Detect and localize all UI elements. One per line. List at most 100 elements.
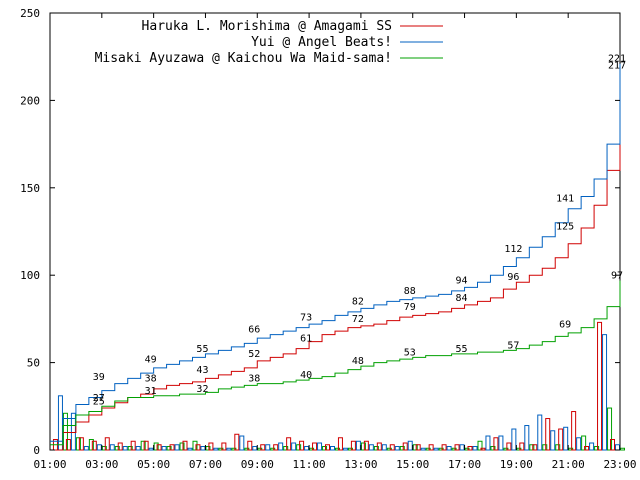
plot-frame (49, 12, 621, 451)
bar-red (428, 444, 434, 451)
bar-red (143, 440, 149, 451)
bar-blue (317, 442, 323, 451)
bar-green (244, 447, 250, 451)
legend-label: Yui @ Angel Beats! (251, 35, 392, 50)
bar-green (438, 447, 444, 451)
bar-red (610, 439, 615, 451)
data-label: 69 (559, 319, 571, 330)
y-tick-label: 50 (27, 357, 40, 370)
bar-red (467, 446, 473, 451)
bar-red (91, 440, 97, 451)
bar-red (532, 444, 538, 451)
bar-blue (96, 444, 102, 451)
data-label: 52 (248, 349, 260, 360)
data-label: 49 (145, 354, 157, 365)
data-label: 40 (300, 370, 312, 381)
x-tick-label: 03:00 (85, 458, 118, 471)
bar-blue (511, 428, 517, 451)
bar-blue (589, 442, 595, 451)
bar-blue (304, 446, 310, 451)
bar-red (506, 442, 512, 451)
data-label: 55 (196, 344, 208, 355)
bar-green (594, 446, 600, 451)
data-label: 66 (248, 325, 260, 336)
labels-layer: 27 38 43 52 61 72 79 84 96 125 217 39 49 55 66 73 82 88 94… (93, 54, 626, 408)
series-line-1 (50, 63, 621, 442)
bar-red (104, 437, 110, 451)
bar-green (218, 447, 224, 451)
bar-red (597, 321, 603, 451)
x-tick-label: 15:00 (396, 458, 429, 471)
x-tick-label: 07:00 (189, 458, 222, 471)
bar-green (399, 446, 405, 451)
bar-green (322, 446, 328, 451)
data-label: 94 (456, 276, 468, 287)
bar-red (208, 442, 214, 451)
bar-blue (433, 447, 439, 451)
data-label: 39 (93, 372, 105, 383)
bar-blue (187, 447, 193, 451)
bar-green (607, 407, 613, 451)
bar-blue (381, 444, 387, 451)
bar-green (140, 440, 146, 451)
bar-red (558, 428, 564, 451)
bar-blue (550, 430, 556, 451)
x-tick-label: 21:00 (552, 458, 585, 471)
bar-blue (537, 414, 543, 451)
x-tick-label: 09:00 (241, 458, 274, 471)
data-label: 38 (248, 374, 260, 385)
bar-green (347, 447, 353, 451)
bar-blue (200, 446, 206, 451)
bar-blue (459, 444, 465, 451)
x-tick-label: 23:00 (603, 458, 636, 471)
data-label: 27 (93, 393, 105, 404)
bar-green (88, 439, 94, 451)
data-label: 55 (456, 344, 468, 355)
bar-blue (407, 440, 413, 451)
bar-red (312, 442, 318, 451)
bar-green (425, 447, 431, 451)
bar-red (402, 442, 408, 451)
bar-blue (278, 442, 284, 451)
bar-green (166, 446, 172, 451)
bar-blue (226, 447, 232, 451)
bar-blue (498, 435, 504, 451)
bar-green (179, 442, 185, 451)
bar-blue (342, 447, 348, 451)
bar-red (454, 444, 460, 451)
bar-red (169, 444, 175, 451)
bar-red (117, 442, 123, 451)
y-tick-label: 100 (20, 269, 40, 282)
bar-green (114, 446, 120, 451)
bar-green (503, 447, 509, 451)
bar-blue (57, 395, 63, 451)
data-label: 31 (145, 386, 157, 397)
bar-green (477, 440, 483, 451)
y-tick-label: 150 (20, 182, 40, 195)
bar-green (373, 446, 379, 451)
data-label: 73 (300, 312, 312, 323)
bar-green (581, 435, 587, 451)
bar-red (584, 446, 590, 451)
bar-blue (83, 446, 89, 451)
data-label: 221 (608, 54, 626, 65)
bar-green (283, 446, 289, 451)
legend-label: Haruka L. Morishima @ Amagami SS (142, 19, 392, 34)
y-tick-label: 250 (20, 7, 40, 20)
bar-red (260, 444, 266, 451)
bar-red (156, 444, 162, 451)
data-label: 32 (196, 384, 208, 395)
bar-blue (355, 440, 361, 451)
data-label: 125 (556, 222, 574, 233)
bar-blue (420, 447, 426, 451)
bar-red (389, 444, 395, 451)
bar-blue (563, 426, 569, 451)
bar-blue (239, 435, 245, 451)
y-tick-label: 200 (20, 94, 40, 107)
bar-red (376, 442, 382, 451)
bar-green (386, 447, 392, 451)
data-label: 53 (404, 347, 416, 358)
bar-blue (368, 444, 374, 451)
bar-green (75, 437, 81, 451)
